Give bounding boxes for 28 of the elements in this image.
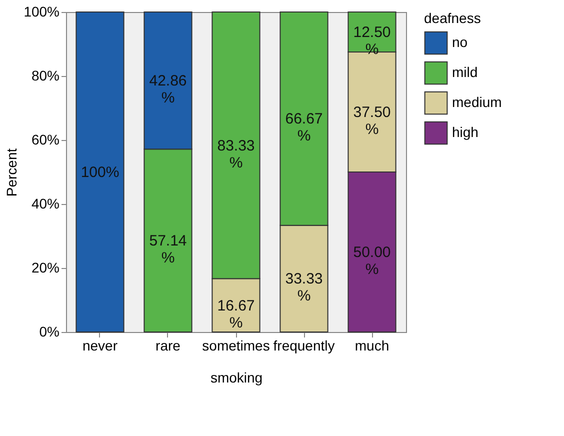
y-tick-label: 60% [31,132,60,148]
data-label: 57.14 % [149,232,187,267]
bar [76,12,124,332]
y-tick-label: 40% [31,196,60,212]
x-axis-title: smoking [210,370,263,386]
y-tick-label: 80% [31,68,60,84]
data-label: 42.86 % [149,72,187,107]
data-label: 50.00 % [353,244,391,278]
data-label: 33.33 % [285,270,323,305]
data-label: 66.67 % [285,110,323,145]
legend-label: medium [452,94,502,110]
legend-title: deafness [424,10,481,26]
y-tick-label: 20% [31,260,60,276]
legend-label: no [452,34,468,50]
x-tick-label: frequently [273,338,335,354]
y-axis-title: Percent [4,148,20,197]
legend-label: mild [452,64,478,80]
x-tick-label: much [354,338,390,354]
data-label: 37.50 % [353,104,391,138]
x-tick-label: never [82,338,118,354]
x-tick-label: rare [156,338,181,354]
y-tick-label: 100% [24,4,60,20]
data-label: 100% [80,164,120,181]
y-tick-label: 0% [39,324,60,340]
legend-label: high [452,124,478,140]
x-tick-label: sometimes [202,338,270,354]
data-label: 83.33 % [217,137,255,172]
data-label: 16.67 % [217,297,255,332]
